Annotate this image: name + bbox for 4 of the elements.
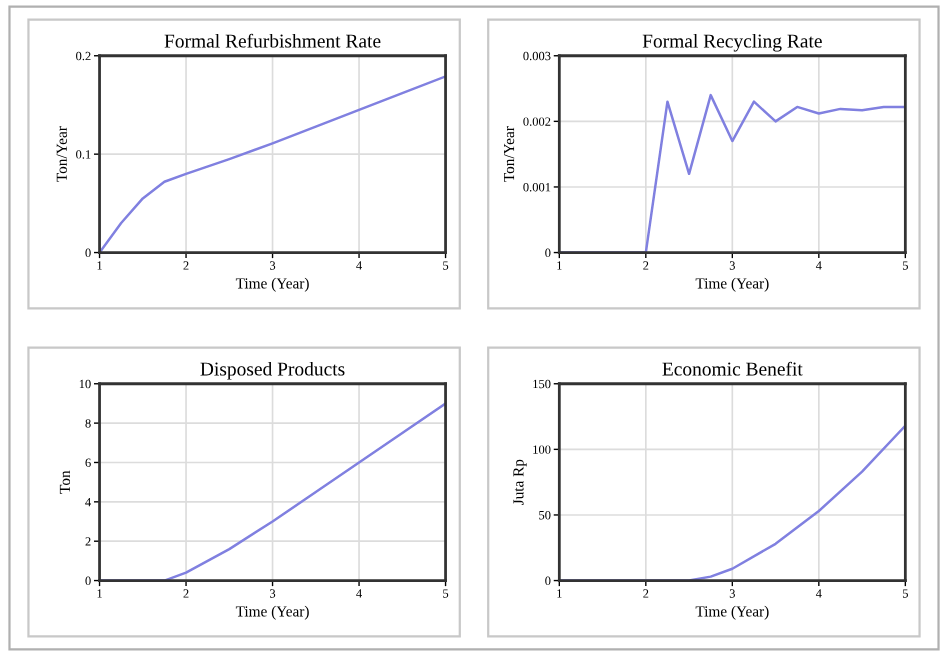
chart-title: Formal Refurbishment Rate [164, 33, 381, 48]
chart-title: Disposed Products [200, 361, 345, 380]
chart-title: Economic Benefit [662, 361, 803, 376]
chart-title: Formal Recycling Rate [642, 33, 822, 52]
